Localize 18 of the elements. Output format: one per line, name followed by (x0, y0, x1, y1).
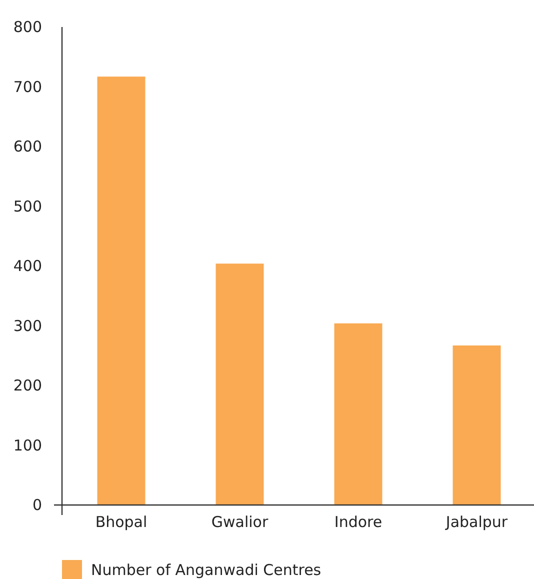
y-tick-label: 400 (13, 257, 42, 275)
x-tick-label: Bhopal (95, 513, 148, 531)
bar (97, 76, 146, 505)
y-tick-label: 600 (13, 138, 42, 156)
y-tick-label: 200 (13, 376, 42, 394)
x-tick-label: Gwalior (211, 513, 269, 531)
x-tick-label: Jabalpur (444, 513, 508, 531)
y-tick-label: 500 (13, 197, 42, 216)
y-tick-label: 700 (13, 78, 42, 96)
bar (334, 323, 382, 505)
bar (452, 345, 501, 505)
legend-label: Number of Anganwadi Centres (91, 561, 322, 579)
y-tick-label: 800 (13, 18, 42, 36)
y-tick-label: 300 (13, 316, 42, 335)
x-tick-label: Indore (334, 513, 382, 531)
y-tick-label: 100 (13, 436, 42, 454)
bar (216, 264, 264, 505)
y-tick-label: 0 (32, 496, 42, 514)
